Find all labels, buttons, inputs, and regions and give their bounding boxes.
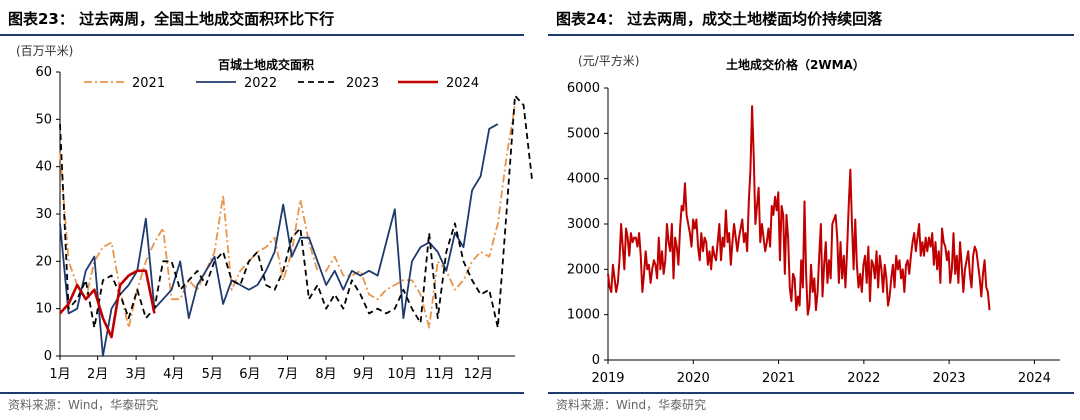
- source-note-right: 资料来源：Wind，华泰研究: [556, 398, 707, 412]
- x-tick-label: 2020: [677, 371, 710, 386]
- legend-label-2023: 2023: [346, 76, 379, 91]
- chart-panel-right: 图表24： 过去两周，成交土地楼面均价持续回落 (元/平方米) 土地成交价格（2…: [548, 0, 1080, 420]
- y-tick-label: 0: [592, 353, 600, 368]
- y-axis-unit-right: (元/平方米): [578, 54, 640, 68]
- source-rule-right: [548, 392, 1074, 394]
- y-tick-label: 30: [35, 207, 52, 222]
- series-line-2023: [59, 94, 534, 329]
- land-area-chart: 0 10 20 30 40 50 60 1月 2月 3月 4月 5月 6月 7月 8月 9月 10月 11月 12月…: [35, 65, 534, 382]
- legend-label-2024: 2024: [446, 76, 479, 91]
- x-tick-label: 5月: [202, 367, 223, 382]
- land-price-chart: 0 1000 2000 3000 4000 5000 6000 2019 2020 2021 202…: [567, 81, 1060, 386]
- y-tick-label: 4000: [567, 172, 600, 187]
- x-tick-label: 6月: [239, 367, 260, 382]
- figure-title-left: 图表23： 过去两周，全国土地成交面积环比下行: [8, 10, 335, 28]
- x-tick-label: 1月: [49, 367, 70, 382]
- y-tick-label: 20: [35, 254, 52, 269]
- x-tick-label: 2024: [1018, 371, 1051, 386]
- chart-title-right: 土地成交价格（2WMA）: [726, 58, 865, 72]
- x-tick-label: 4月: [163, 367, 184, 382]
- x-tick-label: 2月: [87, 367, 108, 382]
- title-rule-right: [548, 34, 1074, 36]
- x-tick-label: 11月: [425, 367, 455, 382]
- y-tick-label: 6000: [567, 81, 600, 96]
- x-tick-label: 2023: [933, 371, 966, 386]
- y-tick-label: 3000: [567, 217, 600, 232]
- series-line-2021: [59, 104, 516, 329]
- x-tick-label: 2022: [847, 371, 880, 386]
- chart-panel-left: 图表23： 过去两周，全国土地成交面积环比下行 (百万平米) 百城土地成交面积 …: [0, 0, 534, 420]
- chart-title-left: 百城土地成交面积: [218, 58, 315, 72]
- x-tick-label: 10月: [387, 367, 417, 382]
- series-line-2024: [59, 269, 156, 339]
- y-tick-label: 60: [35, 65, 52, 80]
- price-series-line: [607, 105, 991, 316]
- y-tick-label: 40: [35, 160, 52, 175]
- x-tick-label: 8月: [315, 367, 336, 382]
- series-line-2022: [59, 123, 499, 357]
- y-axis-unit-left: (百万平米): [16, 44, 74, 58]
- legend-label-2021: 2021: [132, 76, 165, 91]
- y-tick-label: 5000: [567, 126, 600, 141]
- y-tick-label: 0: [44, 349, 52, 364]
- x-tick-label: 2019: [591, 371, 624, 386]
- y-tick-label: 2000: [567, 262, 600, 277]
- x-tick-label: 9月: [353, 367, 374, 382]
- title-rule-left: [0, 34, 524, 36]
- x-tick-label: 3月: [125, 367, 146, 382]
- legend-label-2022: 2022: [244, 76, 277, 91]
- source-note-left: 资料来源：Wind，华泰研究: [8, 398, 159, 412]
- y-tick-label: 1000: [567, 308, 600, 323]
- figure-title-right: 图表24： 过去两周，成交土地楼面均价持续回落: [556, 10, 883, 28]
- x-tick-label: 7月: [277, 367, 298, 382]
- source-rule-left: [0, 392, 524, 394]
- y-tick-label: 10: [35, 302, 52, 317]
- x-tick-label: 12月: [463, 367, 493, 382]
- x-tick-label: 2021: [762, 371, 795, 386]
- y-tick-label: 50: [35, 112, 52, 127]
